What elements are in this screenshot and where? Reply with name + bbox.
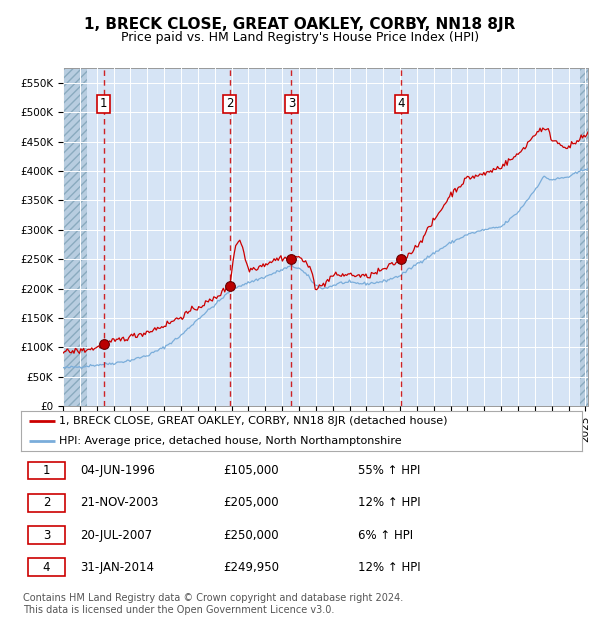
Text: 2: 2 [43, 497, 50, 509]
Bar [63, 68, 88, 406]
Text: £250,000: £250,000 [223, 529, 278, 541]
Text: 4: 4 [43, 561, 50, 574]
Text: 6% ↑ HPI: 6% ↑ HPI [358, 529, 413, 541]
Bar [580, 68, 592, 406]
Text: £105,000: £105,000 [223, 464, 278, 477]
FancyBboxPatch shape [28, 526, 65, 544]
Text: £249,950: £249,950 [223, 561, 279, 574]
Text: 1: 1 [43, 464, 50, 477]
Text: 55% ↑ HPI: 55% ↑ HPI [358, 464, 420, 477]
FancyBboxPatch shape [28, 494, 65, 512]
Text: Price paid vs. HM Land Registry's House Price Index (HPI): Price paid vs. HM Land Registry's House … [121, 31, 479, 44]
Text: 04-JUN-1996: 04-JUN-1996 [80, 464, 155, 477]
Text: 12% ↑ HPI: 12% ↑ HPI [358, 561, 420, 574]
FancyBboxPatch shape [28, 462, 65, 479]
Text: 31-JAN-2014: 31-JAN-2014 [80, 561, 154, 574]
Text: 4: 4 [398, 97, 405, 110]
Bar [63, 68, 88, 406]
Text: 21-NOV-2003: 21-NOV-2003 [80, 497, 158, 509]
Text: 3: 3 [287, 97, 295, 110]
Text: 2: 2 [226, 97, 233, 110]
Text: 1: 1 [100, 97, 107, 110]
Text: £205,000: £205,000 [223, 497, 278, 509]
Text: 20-JUL-2007: 20-JUL-2007 [80, 529, 152, 541]
Text: 1, BRECK CLOSE, GREAT OAKLEY, CORBY, NN18 8JR (detached house): 1, BRECK CLOSE, GREAT OAKLEY, CORBY, NN1… [59, 416, 448, 426]
Text: 1, BRECK CLOSE, GREAT OAKLEY, CORBY, NN18 8JR: 1, BRECK CLOSE, GREAT OAKLEY, CORBY, NN1… [85, 17, 515, 32]
FancyBboxPatch shape [28, 559, 65, 576]
Text: Contains HM Land Registry data © Crown copyright and database right 2024.
This d: Contains HM Land Registry data © Crown c… [23, 593, 403, 615]
Text: 3: 3 [43, 529, 50, 541]
Text: HPI: Average price, detached house, North Northamptonshire: HPI: Average price, detached house, Nort… [59, 436, 402, 446]
Text: 12% ↑ HPI: 12% ↑ HPI [358, 497, 420, 509]
Bar [580, 68, 592, 406]
